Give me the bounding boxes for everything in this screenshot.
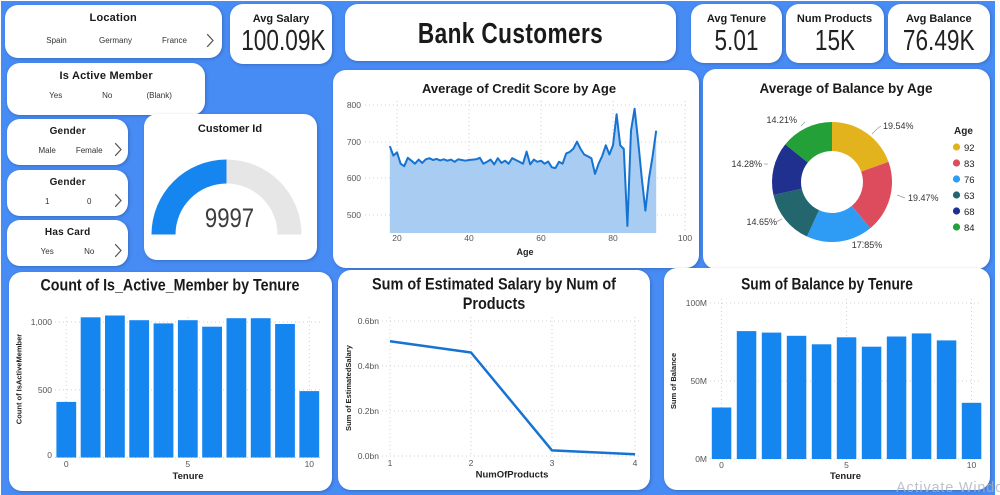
svg-text:5: 5 [185,459,190,469]
svg-text:0.6bn: 0.6bn [358,316,380,326]
svg-text:83: 83 [964,159,975,170]
svg-text:40: 40 [464,233,474,243]
svg-text:NumOfProducts: NumOfProducts [476,470,549,481]
svg-text:Average of Credit Score by Age: Average of Credit Score by Age [422,81,616,96]
svg-text:Count of IsActiveMember: Count of IsActiveMember [14,334,23,425]
svg-text:0.4bn: 0.4bn [358,361,380,371]
svg-text:Sum of Estimated Salary by Num: Sum of Estimated Salary by Num of [372,276,617,294]
svg-text:Age: Age [516,247,533,257]
svg-text:0: 0 [719,460,724,470]
svg-text:10: 10 [966,460,976,470]
svg-text:17.85%: 17.85% [852,240,883,250]
svg-text:0.0bn: 0.0bn [358,451,380,461]
svg-text:20: 20 [392,233,402,243]
svg-text:4: 4 [633,458,638,468]
svg-text:63: 63 [964,191,975,202]
svg-text:2: 2 [469,458,474,468]
svg-text:1: 1 [388,458,393,468]
svg-text:Age: Age [954,126,973,137]
svg-text:50M: 50M [690,376,707,386]
svg-text:0: 0 [64,459,69,469]
svg-text:92: 92 [964,143,975,154]
svg-text:500: 500 [347,210,361,220]
svg-text:84: 84 [964,223,975,234]
svg-text:800: 800 [347,100,361,110]
svg-text:0: 0 [47,450,52,460]
svg-text:600: 600 [347,173,361,183]
svg-text:100M: 100M [685,298,706,308]
svg-text:3: 3 [550,458,555,468]
svg-text:19.47%: 19.47% [908,193,939,203]
svg-text:Products: Products [463,295,526,313]
svg-text:Tenure: Tenure [172,471,203,482]
svg-text:76: 76 [964,175,975,186]
svg-text:0M: 0M [695,454,707,464]
svg-text:Average of Balance by Age: Average of Balance by Age [759,81,933,96]
svg-text:Sum of EstimatedSalary: Sum of EstimatedSalary [344,344,353,431]
svg-text:14.28%: 14.28% [731,159,762,169]
svg-text:1,000: 1,000 [30,317,52,327]
svg-text:Sum of Balance by Tenure: Sum of Balance by Tenure [741,275,913,294]
svg-text:0.2bn: 0.2bn [358,406,380,416]
svg-text:700: 700 [347,137,361,147]
svg-text:14.65%: 14.65% [746,217,777,227]
svg-text:68: 68 [964,207,975,218]
svg-text:9997: 9997 [204,204,253,234]
svg-text:100: 100 [678,233,692,243]
svg-text:Count of Is_Active_Member by T: Count of Is_Active_Member by Tenure [40,276,299,294]
svg-text:500: 500 [38,385,52,395]
svg-text:19.54%: 19.54% [883,121,914,131]
svg-text:60: 60 [536,233,546,243]
svg-text:Tenure: Tenure [830,471,861,482]
svg-text:14.21%: 14.21% [766,115,797,125]
svg-text:80: 80 [608,233,618,243]
svg-text:5: 5 [844,460,849,470]
svg-text:Customer Id: Customer Id [197,123,261,135]
svg-text:Sum of Balance: Sum of Balance [669,353,678,409]
svg-text:10: 10 [304,459,314,469]
